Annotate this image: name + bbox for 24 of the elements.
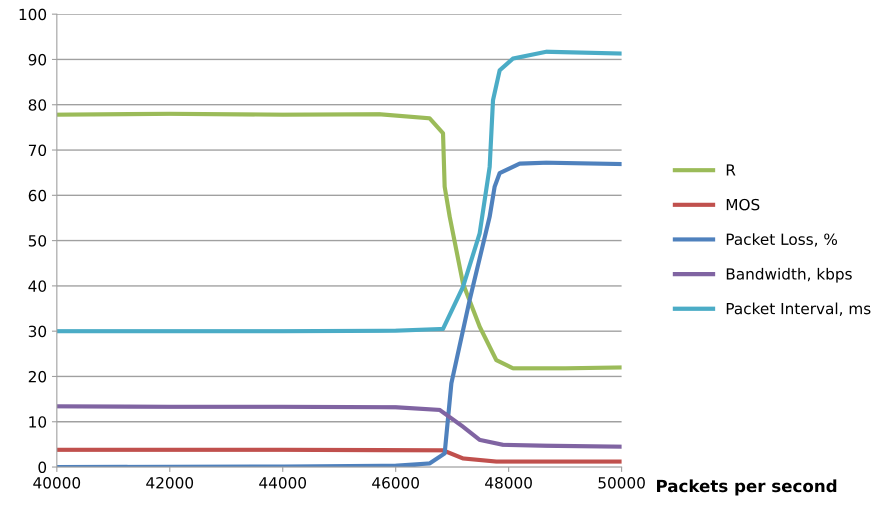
y-tick-label: 10 <box>29 416 46 428</box>
y-tick-label: 30 <box>28 326 46 338</box>
y-tick-label: 100 <box>20 8 46 20</box>
legend-label: R <box>726 164 736 176</box>
y-tick-label: 20 <box>28 370 46 382</box>
y-tick-label: 90 <box>28 54 46 66</box>
legend-label: MOS <box>726 198 760 210</box>
x-tick-label: 42000 <box>146 477 194 489</box>
y-tick-label: 0 <box>38 462 46 474</box>
y-tick-label: 50 <box>28 235 46 247</box>
x-tick-label: 44000 <box>259 477 306 489</box>
y-tick-label: 80 <box>28 99 46 111</box>
x-tick-label: 40000 <box>33 477 80 489</box>
y-tick-label: 70 <box>28 144 46 156</box>
x-tick-label: 46000 <box>372 477 419 489</box>
x-tick-label: 48000 <box>485 477 532 489</box>
y-tick-label: 60 <box>28 190 46 202</box>
legend-label: Bandwidth, kbps <box>726 268 852 283</box>
y-tick-label: 40 <box>28 280 46 292</box>
x-axis-title: Packets per second <box>657 479 836 496</box>
x-tick-label: 50000 <box>598 477 645 489</box>
legend-label: Packet Interval, ms <box>726 302 870 316</box>
legend-label: Packet Loss, % <box>726 233 838 247</box>
line-series <box>56 448 622 464</box>
